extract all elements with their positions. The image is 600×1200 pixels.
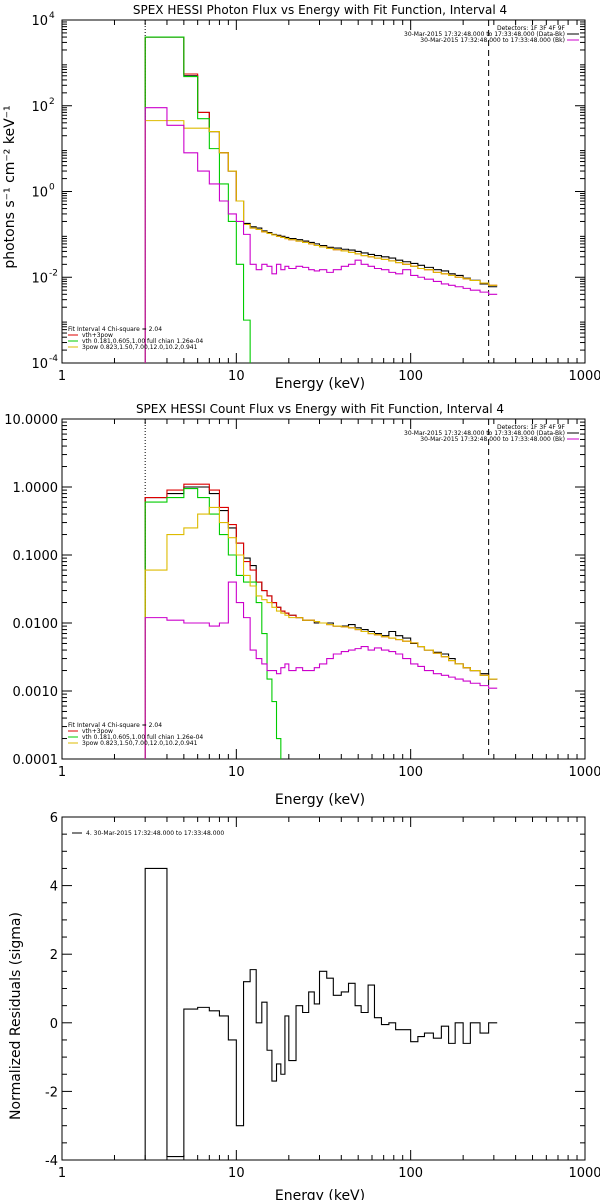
legend-entry: vth+3pow: [82, 332, 113, 339]
x-tick-label: 100: [398, 765, 423, 780]
legend-entry: Detectors: 1F 3F 4F 9F: [497, 424, 566, 431]
series-line: [144, 506, 498, 759]
y-axis-label: Normalized Residuals (sigma): [8, 912, 24, 1120]
y-tick-exponent: 2: [49, 97, 55, 107]
legend-entry: Fit Interval 4 Chi-square = 2.04: [68, 722, 162, 729]
data-series-group: [144, 483, 498, 759]
y-tick-label: 10: [31, 357, 48, 372]
y-tick-label: 10: [31, 186, 48, 201]
y-axis-label: photons s⁻¹ cm⁻² keV⁻¹: [2, 105, 18, 268]
x-tick-label: 10: [228, 369, 245, 384]
legend-entry: 30-Mar-2015 17:32:48.000 to 17:33:48.000…: [420, 37, 565, 44]
y-tick-label: 10.0000: [4, 413, 58, 428]
x-tick-label: 10: [228, 765, 245, 780]
plot-frame: [61, 816, 586, 1161]
x-tick-label: 1000: [568, 369, 600, 384]
y-tick-label: 0.1000: [13, 549, 59, 564]
x-axis-label: Energy (keV): [275, 1188, 365, 1200]
legend-entry: 3pow 0.823,1.50,7.00,12.0,10.2,0.941: [82, 740, 198, 747]
x-tick-label: 100: [398, 369, 423, 384]
series-line: [144, 581, 498, 759]
y-tick-label: 0.0010: [13, 685, 59, 700]
legend-entry: vth 0.181,0.605,1.00 full chian 1.26e-04: [82, 338, 203, 345]
x-axis-label: Energy (keV): [275, 792, 365, 808]
chart-title: SPEX HESSI Photon Flux vs Energy with Fi…: [133, 3, 507, 17]
x-tick-label: 1: [58, 1166, 66, 1181]
residuals-panel: Energy (keV) Normalized Residuals (sigma…: [8, 811, 600, 1200]
plot-frame: [61, 19, 586, 364]
series-line: [144, 36, 251, 363]
data-series-group: [144, 867, 498, 1160]
legend-entry: vth+3pow: [82, 728, 113, 735]
y-tick-label: 10: [31, 271, 48, 286]
x-tick-label: 100: [398, 1166, 423, 1181]
y-tick-label: 10: [31, 100, 48, 115]
y-tick-exponent: 4: [49, 11, 55, 21]
x-tick-label: 1000: [568, 1166, 600, 1181]
y-tick-label: 4: [50, 880, 58, 895]
x-tick-label: 10: [228, 1166, 245, 1181]
y-tick-label: 0.0100: [13, 617, 59, 632]
y-tick-label: 10: [31, 14, 48, 29]
legend-entry: vth 0.181,0.605,1.00 full chian 1.26e-04: [82, 734, 203, 741]
y-tick-label: 2: [50, 948, 58, 963]
legend-entry: Fit Interval 4 Chi-square = 2.04: [68, 326, 162, 333]
y-tick-label: 6: [50, 811, 58, 826]
y-tick-label: -4: [45, 1154, 58, 1169]
x-tick-label: 1: [58, 369, 66, 384]
data-series-group: [144, 36, 498, 363]
plot-frame: [61, 418, 586, 760]
series-line: [144, 107, 498, 363]
count-flux-panel: SPEX HESSI Count Flux vs Energy with Fit…: [4, 402, 600, 808]
y-tick-label: 0: [50, 1017, 58, 1032]
y-tick-label: 0.0001: [13, 753, 59, 768]
x-axis-label: Energy (keV): [275, 376, 365, 392]
y-tick-label: 1.0000: [13, 481, 59, 496]
legend-entry: Detectors: 1F 3F 4F 9F: [497, 25, 566, 32]
legend-entry: 30-Mar-2015 17:32:48.000 to 17:33:48.000…: [404, 31, 565, 38]
series-line: [144, 867, 498, 1160]
legend-entry: 3pow 0.823,1.50,7.00,12.0,10.2,0.941: [82, 344, 198, 351]
x-tick-label: 1000: [568, 765, 600, 780]
series-line: [144, 487, 282, 759]
y-tick-exponent: 0: [49, 183, 55, 193]
x-tick-label: 1: [58, 765, 66, 780]
legend-entry: 30-Mar-2015 17:32:48.000 to 17:33:48.000…: [420, 436, 565, 443]
legend-entry: 4. 30-Mar-2015 17:32:48.000 to 17:33:48.…: [86, 830, 224, 837]
y-tick-label: -2: [45, 1085, 58, 1100]
y-tick-exponent: -4: [49, 354, 58, 364]
y-tick-exponent: -2: [49, 268, 58, 278]
chart-title: SPEX HESSI Count Flux vs Energy with Fit…: [136, 402, 504, 416]
legend-entry: 30-Mar-2015 17:32:48.000 to 17:33:48.000…: [404, 430, 565, 437]
photon-flux-panel: SPEX HESSI Photon Flux vs Energy with Fi…: [2, 3, 600, 392]
